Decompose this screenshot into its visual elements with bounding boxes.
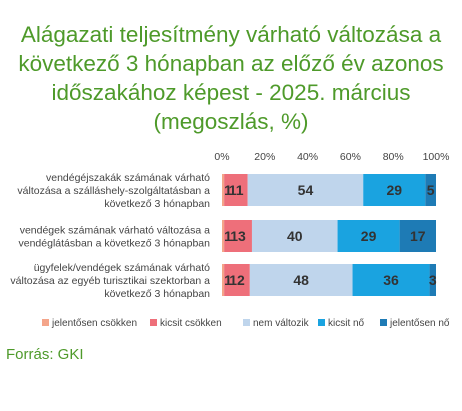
data-label: 5 bbox=[427, 182, 435, 198]
x-tick-label: 60% bbox=[340, 151, 361, 163]
stacked-bar-chart: 0% 20% 40% 60% 80% 100% vendégéjszakák számána… bbox=[10, 151, 450, 329]
x-tick-label: 20% bbox=[254, 151, 275, 163]
legend-label: nem változik bbox=[253, 318, 310, 329]
bar-segment bbox=[337, 220, 400, 252]
legend-swatch bbox=[150, 319, 157, 326]
data-label: 54 bbox=[298, 182, 314, 198]
category-label: vendéglátásban a következő 3 hónapban bbox=[19, 238, 211, 250]
bar-segment bbox=[247, 174, 364, 206]
category-label: ügyfelek/vendégek számának várható bbox=[34, 262, 210, 274]
category-label: következő 3 hónapban bbox=[104, 288, 210, 300]
title-line: (megoszlás, %) bbox=[153, 109, 309, 134]
title-line: Alágazati teljesítmény várható változása… bbox=[20, 22, 442, 47]
legend-label: jelentősen nő bbox=[389, 318, 450, 329]
bar-segment bbox=[352, 264, 430, 296]
category-label: vendégéjszakák számának várható bbox=[46, 172, 210, 184]
bar-segment bbox=[224, 264, 250, 296]
legend-swatch bbox=[380, 319, 387, 326]
data-label: 29 bbox=[361, 228, 377, 244]
legend-label: jelentősen csökken bbox=[51, 318, 137, 329]
bar-segment bbox=[222, 264, 225, 296]
bar-segment bbox=[249, 264, 353, 296]
data-label: 1 bbox=[224, 272, 232, 288]
x-tick-label: 0% bbox=[214, 151, 229, 163]
data-label: 36 bbox=[383, 272, 399, 288]
title-line: időszakához képest - 2025. március bbox=[51, 80, 411, 105]
category-label: változása az egyéb turisztikai szektorba… bbox=[10, 275, 210, 287]
x-tick-label: 80% bbox=[383, 151, 404, 163]
chart-title: Alágazati teljesítmény várható változása… bbox=[0, 20, 462, 136]
data-label: 11 bbox=[229, 182, 244, 198]
legend-swatch bbox=[42, 319, 49, 326]
legend-swatch bbox=[318, 319, 325, 326]
data-label: 48 bbox=[293, 272, 309, 288]
category-label: vendégek számának várható változása a bbox=[20, 225, 210, 237]
legend-label: kicsit nő bbox=[328, 318, 365, 329]
bar-segment bbox=[429, 264, 436, 296]
data-label: 17 bbox=[410, 228, 426, 244]
bar-segment bbox=[399, 220, 436, 252]
bar-segment bbox=[224, 174, 248, 206]
category-label: következő 3 hónapban bbox=[104, 198, 210, 210]
data-label: 13 bbox=[230, 228, 246, 244]
data-label: 40 bbox=[287, 228, 303, 244]
x-tick-label: 40% bbox=[297, 151, 318, 163]
x-tick-label: 100% bbox=[423, 151, 450, 163]
bar-segment bbox=[425, 174, 436, 206]
data-label: 29 bbox=[386, 182, 402, 198]
data-label: 1 bbox=[224, 182, 232, 198]
source-note: Forrás: GKI bbox=[6, 346, 84, 363]
legend-label: kicsit csökken bbox=[160, 318, 222, 329]
bar-segment bbox=[251, 220, 338, 252]
bar-segment bbox=[222, 220, 225, 252]
bar-segment bbox=[363, 174, 426, 206]
bar-segment bbox=[224, 220, 252, 252]
data-label: 1 bbox=[224, 228, 232, 244]
bar-segment bbox=[222, 174, 225, 206]
category-label: változása a szálláshely-szolgáltatásban … bbox=[17, 185, 210, 197]
data-label: 3 bbox=[429, 272, 437, 288]
title-line: következő 3 hónapban az előző év azonos bbox=[18, 51, 444, 76]
data-label: 12 bbox=[229, 272, 245, 288]
legend-swatch bbox=[243, 319, 250, 326]
